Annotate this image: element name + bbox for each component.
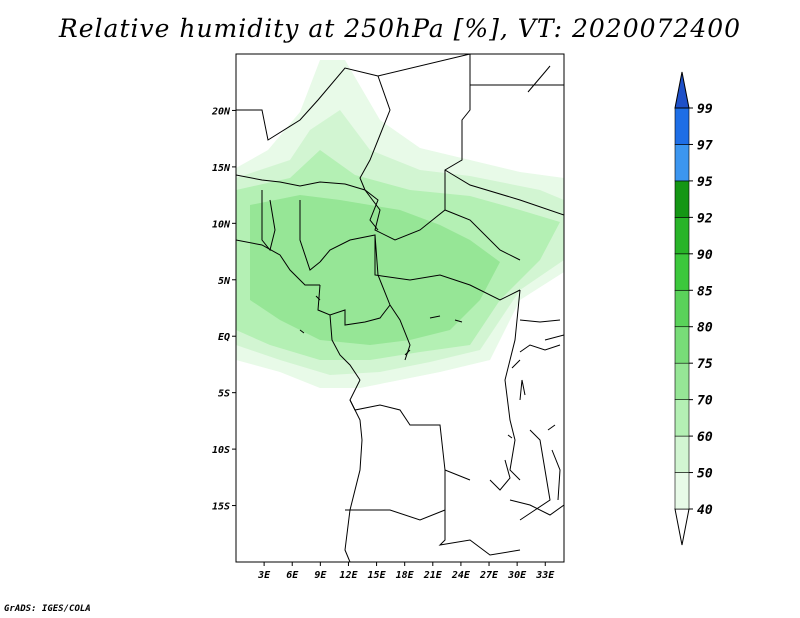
colorbar-level-label: 60 [697, 430, 713, 445]
colorbar-segment [674, 435, 690, 473]
lon-tick-label: 33E [535, 570, 555, 581]
lat-tick-label: 20N [211, 106, 231, 117]
lat-tick-label: 10S [212, 445, 230, 456]
lon-tick-label: 6E [286, 570, 299, 581]
colorbar-lower-triangle [674, 508, 690, 546]
map-frame [235, 53, 565, 563]
lat-tick-label: 15N [212, 163, 231, 174]
colorbar-segment [674, 472, 690, 510]
country-borders [236, 54, 564, 562]
lon-tick-label: 30E [507, 570, 527, 581]
colorbar-level-label: 97 [697, 138, 713, 153]
colorbar-segment [674, 253, 690, 291]
latitude-axis: 20N 15N 10N 5N EQ 5S 10S 15S [211, 106, 236, 513]
lat-tick-label: 5N [218, 276, 231, 287]
lon-tick-label: 18E [396, 570, 415, 581]
colorbar-segment [674, 326, 690, 364]
lat-tick-label: EQ [218, 332, 230, 343]
colorbar-level-label: 95 [697, 175, 713, 190]
colorbar-level-label: 70 [697, 394, 713, 409]
colorbar-segment [674, 107, 690, 145]
credit-text: GrADS: IGES/COLA [4, 604, 91, 614]
colorbar: 40 50 60 70 75 80 85 90 92 95 97 99 [674, 71, 713, 546]
lat-tick-label: 15S [212, 502, 230, 513]
colorbar-level-label: 90 [697, 248, 713, 263]
colorbar-level-label: 92 [697, 211, 713, 226]
colorbar-segment [674, 289, 690, 328]
colorbar-segment [674, 217, 690, 255]
colorbar-level-label: 85 [697, 284, 713, 299]
colorbar-level-label: 99 [697, 102, 713, 117]
lat-tick-label: 5S [218, 389, 230, 400]
colorbar-level-label: 40 [697, 503, 713, 518]
lon-tick-label: 15E [368, 570, 387, 581]
lon-tick-label: 24E [451, 570, 471, 581]
lon-tick-label: 9E [314, 570, 327, 581]
chart-title: Relative humidity at 250hPa [%], VT: 202… [58, 14, 742, 43]
colorbar-segment [674, 399, 690, 437]
lat-tick-label: 10N [212, 219, 231, 230]
colorbar-segment [674, 144, 690, 182]
colorbar-level-label: 50 [697, 467, 713, 482]
colorbar-segment [674, 362, 690, 400]
colorbar-level-label: 75 [697, 357, 713, 372]
lon-tick-label: 12E [339, 570, 358, 581]
lon-tick-label: 27E [479, 570, 499, 581]
lon-tick-label: 3E [257, 570, 271, 581]
lon-tick-label: 21E [423, 570, 443, 581]
longitude-axis: 3E 6E 9E 12E 15E 18E 21E 24E 27E 30E 33E [257, 562, 555, 581]
colorbar-level-label: 80 [697, 321, 713, 336]
colorbar-segment [674, 180, 690, 218]
colorbar-upper-triangle [674, 71, 690, 109]
